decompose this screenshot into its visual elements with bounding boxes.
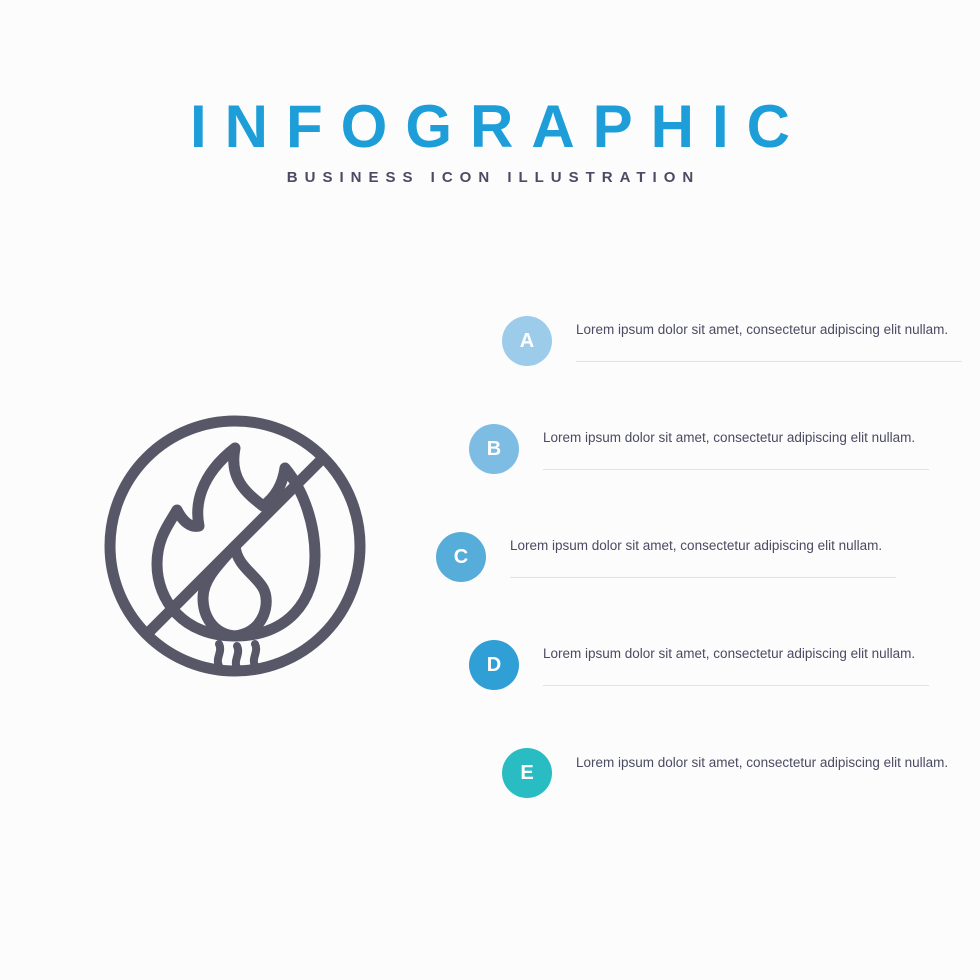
no-fire-svg — [95, 406, 375, 686]
page-subtitle: BUSINESS ICON ILLUSTRATION — [0, 169, 980, 186]
step-badge-b: B — [469, 424, 519, 474]
step-text-e: Lorem ipsum dolor sit amet, consectetur … — [576, 753, 962, 793]
step-d: D Lorem ipsum dolor sit amet, consectetur… — [469, 640, 929, 690]
step-text-d: Lorem ipsum dolor sit amet, consectetur … — [543, 644, 929, 685]
header: INFOGRAPHIC BUSINESS ICON ILLUSTRATION — [0, 0, 980, 186]
step-c: C Lorem ipsum dolor sit amet, consectetur… — [436, 532, 896, 582]
page-title: INFOGRAPHIC — [0, 92, 980, 161]
step-text-a: Lorem ipsum dolor sit amet, consectetur … — [576, 320, 962, 361]
step-e: E Lorem ipsum dolor sit amet, consectetur… — [502, 748, 962, 798]
step-text-b: Lorem ipsum dolor sit amet, consectetur … — [543, 428, 929, 469]
step-badge-d: D — [469, 640, 519, 690]
no-fire-icon — [95, 406, 375, 686]
step-a: A Lorem ipsum dolor sit amet, consectetur… — [502, 316, 962, 366]
step-badge-a: A — [502, 316, 552, 366]
step-badge-c: C — [436, 532, 486, 582]
main-content: A Lorem ipsum dolor sit amet, consectetur… — [0, 316, 980, 876]
step-badge-e: E — [502, 748, 552, 798]
step-b: B Lorem ipsum dolor sit amet, consectetur… — [469, 424, 929, 474]
step-text-c: Lorem ipsum dolor sit amet, consectetur … — [510, 536, 896, 577]
